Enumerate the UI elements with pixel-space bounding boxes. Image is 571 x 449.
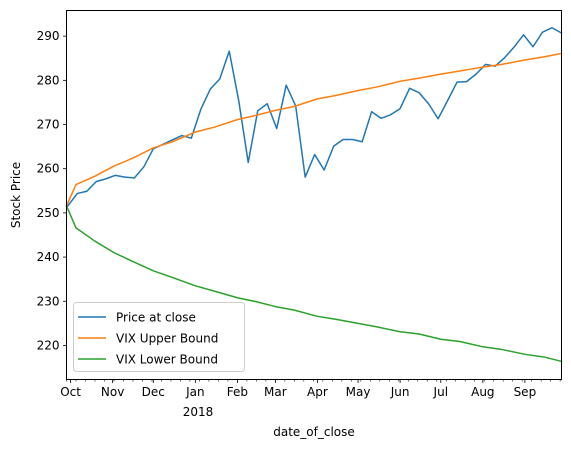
y-tick-label: 240 xyxy=(37,250,60,264)
legend-label-price-at-close: Price at close xyxy=(116,311,196,325)
y-tick-label: 280 xyxy=(37,73,60,87)
x-tick-label: Jan xyxy=(185,385,205,399)
x-axis-label: date_of_close xyxy=(273,425,355,439)
x-year-label: 2018 xyxy=(183,405,214,419)
x-tick-label: May xyxy=(346,385,371,399)
series-layer xyxy=(65,26,563,363)
y-axis-label: Stock Price xyxy=(9,162,23,228)
legend: Price at close VIX Upper Bound VIX Lower B… xyxy=(73,302,245,372)
x-tick-label: Apr xyxy=(307,385,328,399)
legend-label-vix-upper-bound: VIX Upper Bound xyxy=(116,332,218,346)
x-tick-label: Jun xyxy=(390,385,410,399)
x-tick-label: Aug xyxy=(471,385,494,399)
y-tick-label: 220 xyxy=(37,338,60,352)
legend-label-vix-lower-bound: VIX Lower Bound xyxy=(116,353,218,367)
x-tick-label: Feb xyxy=(227,385,248,399)
x-tick-label: Sep xyxy=(514,385,537,399)
y-tick-label: 270 xyxy=(37,118,60,132)
x-tick-label: Oct xyxy=(60,385,81,399)
plot-frame xyxy=(66,10,562,380)
legend-box xyxy=(73,302,245,372)
x-tick-label: Mar xyxy=(264,385,287,399)
y-axis: 220 230 240 250 260 270 280 290 xyxy=(37,29,67,352)
y-tick-label: 290 xyxy=(37,29,60,43)
series-line-price-at-close xyxy=(66,26,563,207)
y-tick-label: 260 xyxy=(37,162,60,176)
x-tick-label: Jul xyxy=(433,385,448,399)
x-tick-label: Nov xyxy=(101,385,124,399)
y-tick-label: 230 xyxy=(37,294,60,308)
x-axis: Oct Nov Dec Jan Feb Mar Apr May Jun Jul Aug Sep xyxy=(60,379,561,399)
series-line-vix-upper-bound xyxy=(65,52,563,207)
y-tick-label: 250 xyxy=(37,206,60,220)
series-line-vix-lower-bound xyxy=(65,204,563,363)
x-tick-label: Dec xyxy=(142,385,165,399)
